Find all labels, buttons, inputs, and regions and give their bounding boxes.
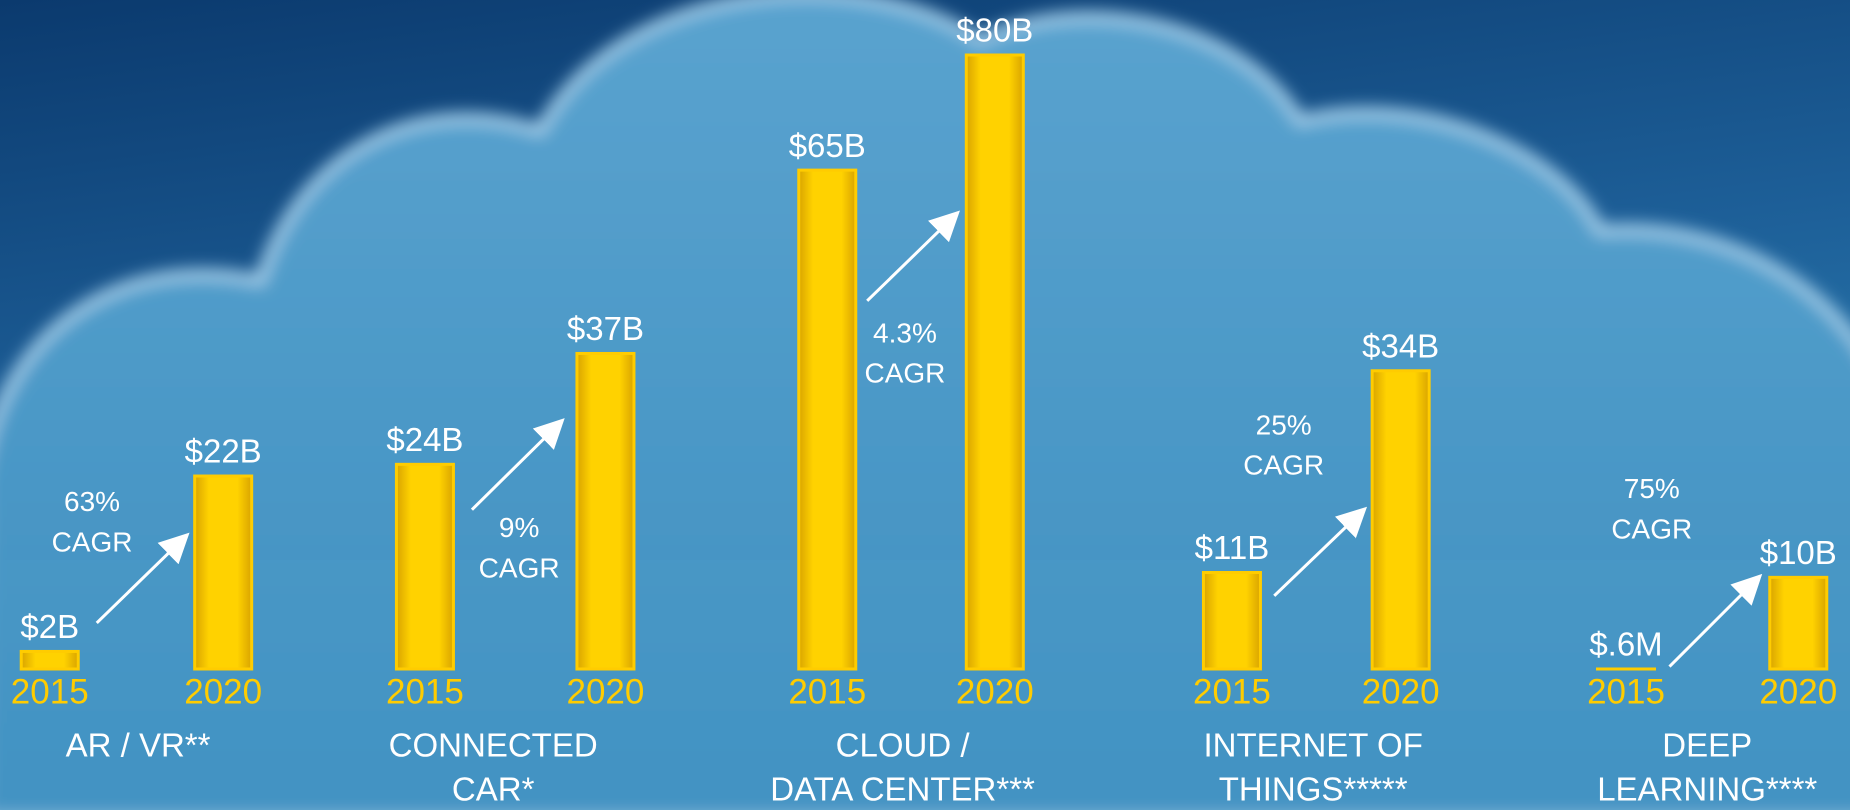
value-label: $65B (789, 127, 866, 164)
group-title: AR / VR** (66, 727, 211, 764)
bar (193, 474, 254, 671)
x-tick-label: 2015 (386, 672, 464, 711)
bar (1768, 575, 1829, 671)
group-title: THINGS***** (1219, 771, 1408, 808)
cagr-annotation: 63% (64, 486, 120, 517)
value-label: $37B (567, 310, 644, 347)
x-tick-label: 2020 (1759, 672, 1837, 711)
group-title: LEARNING**** (1597, 771, 1817, 808)
bar (1201, 571, 1262, 671)
cagr-annotation: 75% (1624, 473, 1680, 504)
growth-arrow (470, 418, 565, 511)
x-tick-label: 2020 (1362, 672, 1440, 711)
x-tick-label: 2020 (956, 672, 1034, 711)
x-tick-label: 2015 (1587, 672, 1665, 711)
x-tick-label: 2020 (567, 672, 645, 711)
x-tick-label: 2015 (788, 672, 866, 711)
group-title: CAR* (452, 771, 535, 808)
x-tick-label: 2015 (11, 672, 89, 711)
growth-arrow (95, 532, 190, 625)
value-label: $24B (386, 421, 463, 458)
group-title: CLOUD / (836, 727, 971, 764)
value-label: $11B (1195, 529, 1270, 566)
cagr-annotation: CAGR (864, 358, 945, 389)
group-title: DATA CENTER*** (770, 771, 1035, 808)
cagr-annotation: 25% (1256, 409, 1312, 440)
group-title: DEEP (1662, 727, 1752, 764)
cagr-annotation: CAGR (1611, 513, 1692, 544)
value-label: $.6M (1589, 626, 1662, 663)
cagr-annotation: CAGR (479, 552, 560, 583)
group-title: CONNECTED (389, 727, 598, 764)
value-label: $80B (956, 12, 1033, 49)
value-label: $34B (1362, 327, 1439, 364)
cagr-annotation: 9% (499, 512, 539, 543)
bar (1370, 369, 1431, 671)
x-tick-label: 2020 (184, 672, 262, 711)
cagr-annotation: CAGR (1243, 450, 1324, 481)
growth-arrow (866, 210, 960, 302)
growth-arrow (1668, 573, 1763, 668)
value-label: $22B (185, 433, 262, 470)
bar (797, 168, 858, 671)
ground-glow (0, 560, 1850, 810)
cagr-annotation: CAGR (52, 526, 133, 557)
bar (394, 462, 455, 671)
x-tick-label: 2015 (1193, 672, 1271, 711)
value-label: $10B (1760, 534, 1837, 571)
group-title: INTERNET OF (1203, 727, 1422, 764)
bar (19, 649, 80, 671)
cagr-annotation: 4.3% (873, 317, 937, 348)
value-label: $2B (20, 608, 79, 645)
growth-arrow (1273, 506, 1368, 597)
bar (964, 53, 1025, 671)
bar (575, 351, 636, 671)
